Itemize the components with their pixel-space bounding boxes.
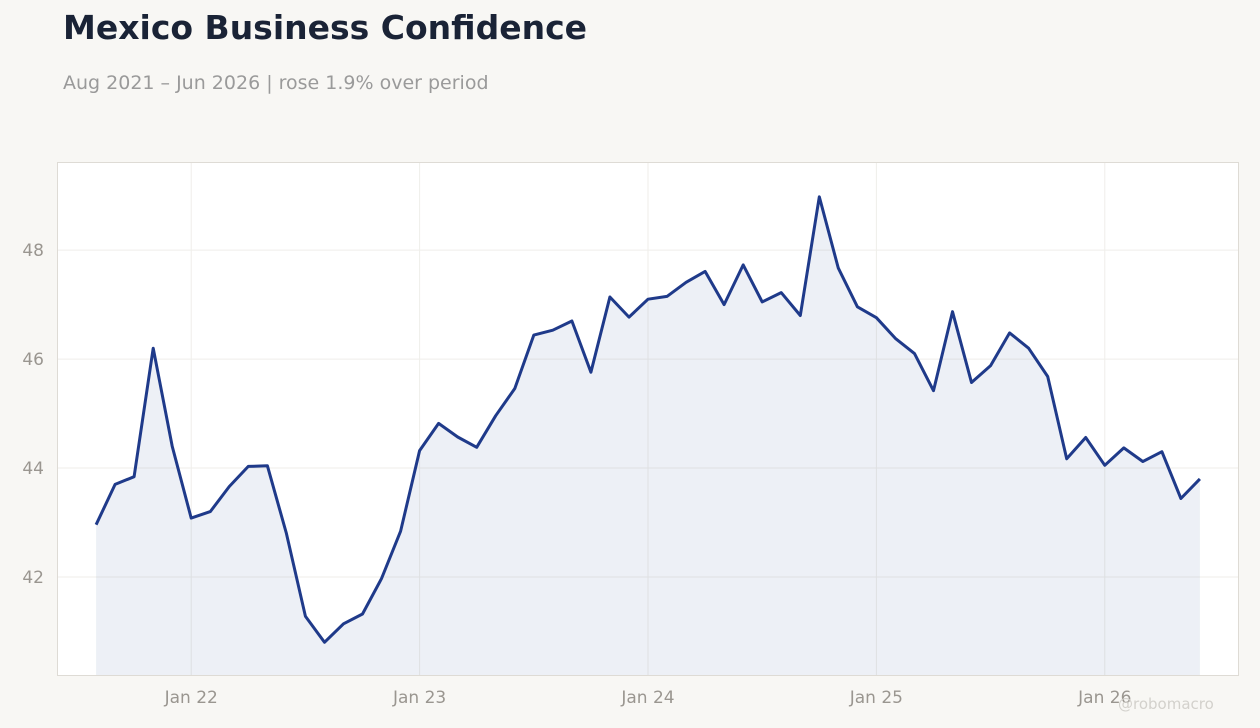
data-point [627,315,631,319]
data-point [703,269,707,273]
data-point [1179,497,1183,501]
data-point [342,622,346,626]
data-point [1008,331,1012,335]
x-axis-labels: Jan 22 Jan 23 Jan 24 Jan 25 Jan 26 [164,688,1132,708]
data-point [265,464,269,468]
data-point [951,310,955,314]
data-point [1122,446,1126,450]
data-point [1198,477,1202,481]
data-point [932,389,936,393]
data-point [1103,463,1107,467]
data-point [970,381,974,385]
data-point [132,475,136,479]
data-point [1065,457,1069,461]
data-point [551,328,555,332]
data-point [284,531,288,535]
x-tick-label: Jan 24 [620,688,674,708]
data-point [1141,460,1145,464]
data-point [475,445,479,449]
series-line [94,195,1201,644]
data-point [418,449,422,453]
data-point [94,523,98,527]
data-point [855,305,859,309]
data-point [798,314,802,318]
data-point [836,266,840,270]
data-point [361,612,365,616]
data-point [1027,346,1031,350]
y-tick-label: 42 [22,568,44,588]
watermark: @robomacro [1118,695,1214,713]
x-tick-label: Jan 25 [849,688,903,708]
data-point [589,370,593,374]
data-point [741,263,745,267]
x-tick-label: Jan 23 [392,688,446,708]
data-point [646,297,650,301]
x-tick-label: Jan 26 [1077,688,1131,708]
data-point [513,387,517,391]
data-point [989,364,993,368]
data-point [608,295,612,299]
data-point [570,319,574,323]
data-point [893,336,897,340]
data-point [532,333,536,337]
data-point [151,346,155,350]
x-tick-label: Jan 22 [164,688,218,708]
data-point [323,640,327,644]
data-point [779,291,783,295]
y-axis-labels: 42 44 46 48 [22,241,44,588]
chart-subtitle: Aug 2021 – Jun 2026 | rose 1.9% over per… [63,72,489,94]
data-point [227,485,231,489]
data-point [399,529,403,533]
x-gridlines [190,163,1106,675]
data-point [1084,436,1088,440]
data-point [246,464,250,468]
data-point [1046,375,1050,379]
data-point [874,316,878,320]
data-point [456,435,460,439]
data-point [437,421,441,425]
data-point [380,577,384,581]
data-point [189,516,193,520]
y-tick-label: 46 [22,350,44,370]
series-area-fill [96,196,1200,676]
data-point [303,614,307,618]
data-point [170,444,174,448]
data-point [494,414,498,418]
data-point [113,482,117,486]
data-point [817,195,821,199]
y-tick-label: 48 [22,241,44,261]
data-point [760,300,764,304]
data-point [665,294,669,298]
y-tick-label: 44 [22,459,44,479]
data-point [684,280,688,284]
data-point [722,303,726,307]
data-point [913,352,917,356]
data-point [1160,450,1164,454]
data-point [208,510,212,514]
chart-title: Mexico Business Confidence [63,8,588,47]
